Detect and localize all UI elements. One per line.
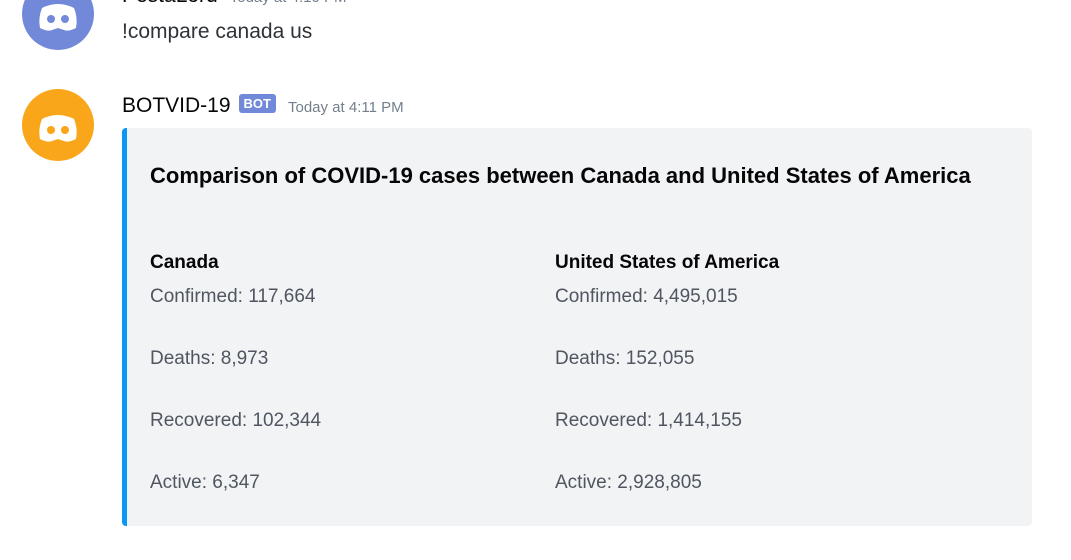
bot-tag: BOT	[238, 94, 276, 113]
author[interactable]: BOTVID-19	[122, 94, 231, 117]
message-content: !compare canada us	[122, 20, 313, 43]
field-value: Confirmed: 4,495,015	[555, 286, 738, 307]
field-value: Confirmed: 117,664	[150, 286, 316, 307]
message-header: PestaLord Today at 4:10 PM	[122, 0, 346, 8]
bot-avatar[interactable]	[22, 89, 94, 161]
timestamp: Today at 4:10 PM	[230, 0, 347, 6]
field-value: Deaths: 152,055	[555, 348, 695, 369]
author[interactable]: PestaLord	[122, 0, 218, 7]
field-value: Active: 6,347	[150, 472, 260, 493]
field-value: Active: 2,928,805	[555, 472, 702, 493]
embed-field: United States of America Confirmed: 4,495…	[555, 250, 935, 532]
embed-title: Comparison of COVID-19 cases between Can…	[150, 163, 971, 188]
embed: Comparison of COVID-19 cases between Can…	[122, 128, 1032, 526]
field-name: United States of America	[555, 252, 780, 273]
timestamp: Today at 4:11 PM	[287, 99, 404, 116]
field-value: Recovered: 1,414,155	[555, 410, 742, 431]
message-header: BOTVID-19 BOT Today at 4:11 PM	[122, 94, 404, 118]
user-avatar[interactable]	[22, 0, 94, 50]
field-value: Deaths: 8,973	[150, 348, 269, 369]
field-value: Recovered: 102,344	[150, 410, 322, 431]
field-name: Canada	[150, 252, 219, 273]
embed-field: Canada Confirmed: 117,664 Deaths: 8,973 Rec…	[150, 250, 530, 532]
